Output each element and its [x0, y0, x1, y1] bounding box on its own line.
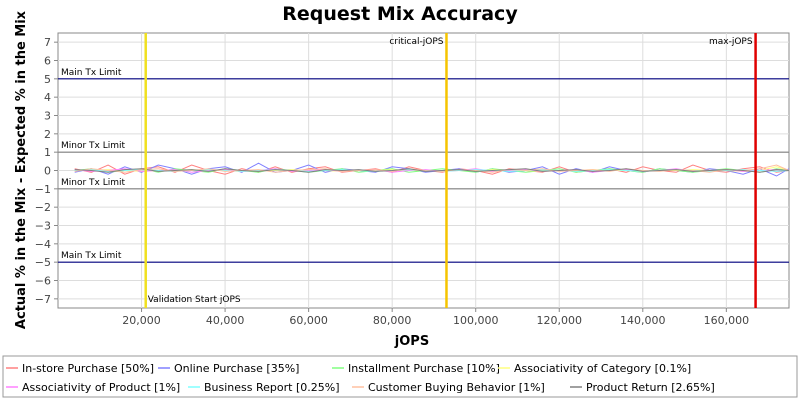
- y-tick-label-7: 0: [44, 165, 51, 178]
- legend-label-5: Business Report [0.25%]: [204, 381, 340, 394]
- marker-lines: Validation Start jOPS critical-jOPS max-jO…: [144, 33, 757, 308]
- y-tick-label-13: 6: [44, 55, 51, 68]
- legend-label-0: In-store Purchase [50%]: [22, 362, 154, 375]
- limit-label-3: Main Tx Limit: [61, 251, 122, 261]
- y-tick-label-5: −2: [35, 201, 51, 214]
- series-lines: [74, 162, 790, 177]
- x-tick-label-1: 40,000: [206, 314, 245, 327]
- x-tick-label-0: 20,000: [122, 314, 161, 327]
- x-tick-label-5: 120,000: [537, 314, 583, 327]
- series-line-7: [74, 168, 790, 173]
- chart-title: Request Mix Accuracy: [282, 3, 518, 25]
- y-tick-label-2: −5: [35, 256, 51, 269]
- marker-label-0: Validation Start jOPS: [148, 295, 241, 305]
- legend-label-7: Product Return [2.65%]: [586, 381, 715, 394]
- legend-label-4: Associativity of Product [1%]: [22, 381, 180, 394]
- legend-label-6: Customer Buying Behavior [1%]: [368, 381, 545, 394]
- y-tick-label-6: −1: [35, 183, 51, 196]
- marker-label-2: max-jOPS: [709, 37, 753, 47]
- y-tick-label-3: −4: [35, 238, 51, 251]
- legend: In-store Purchase [50%] Online Purchase […: [6, 362, 715, 394]
- x-tick-label-4: 100,000: [453, 314, 499, 327]
- y-axis-label: Actual % in the Mix - Expected % in the …: [14, 10, 29, 329]
- legend-label-3: Associativity of Category [0.1%]: [514, 362, 691, 375]
- y-axis-ticks: −7 −6 −5 −4 −3 −2 −1 0 1 2 3 4 5 6 7: [35, 36, 58, 306]
- y-tick-label-0: −7: [35, 293, 51, 306]
- x-tick-label-6: 140,000: [620, 314, 666, 327]
- y-tick-label-11: 4: [44, 91, 51, 104]
- x-axis-ticks: 20,000 40,000 60,000 80,000 100,000 120,000 14…: [122, 308, 749, 327]
- x-tick-label-7: 160,000: [704, 314, 750, 327]
- limit-label-2: Minor Tx Limit: [61, 178, 126, 188]
- limit-label-1: Minor Tx Limit: [61, 141, 126, 151]
- x-tick-label-3: 80,000: [373, 314, 412, 327]
- y-tick-label-8: 1: [44, 146, 51, 159]
- y-tick-label-12: 5: [44, 73, 51, 86]
- legend-label-1: Online Purchase [35%]: [174, 362, 299, 375]
- x-axis-label: jOPS: [394, 334, 429, 349]
- legend-label-2: Installment Purchase [10%]: [348, 362, 500, 375]
- y-tick-label-1: −6: [35, 275, 51, 288]
- marker-label-1: critical-jOPS: [389, 37, 443, 47]
- y-tick-label-4: −3: [35, 220, 51, 233]
- y-tick-label-9: 2: [44, 128, 51, 141]
- legend-box: [2, 355, 798, 398]
- x-tick-label-2: 60,000: [289, 314, 328, 327]
- limit-label-0: Main Tx Limit: [61, 68, 122, 78]
- limit-lines: Main Tx Limit Minor Tx Limit Minor Tx Limi…: [58, 68, 789, 263]
- y-tick-label-14: 7: [44, 36, 51, 49]
- y-tick-label-10: 3: [44, 110, 51, 123]
